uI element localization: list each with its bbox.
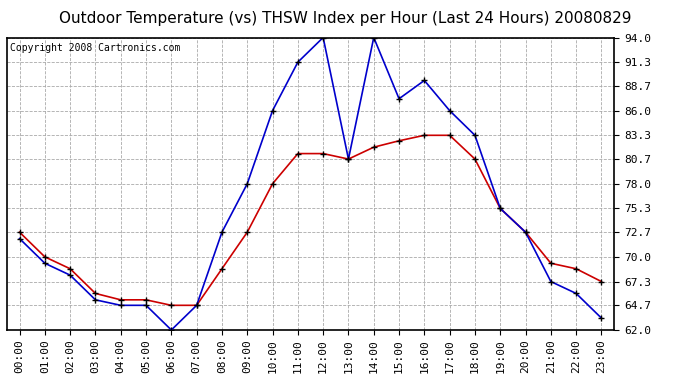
Text: Outdoor Temperature (vs) THSW Index per Hour (Last 24 Hours) 20080829: Outdoor Temperature (vs) THSW Index per … bbox=[59, 11, 631, 26]
Text: Copyright 2008 Cartronics.com: Copyright 2008 Cartronics.com bbox=[10, 44, 180, 53]
